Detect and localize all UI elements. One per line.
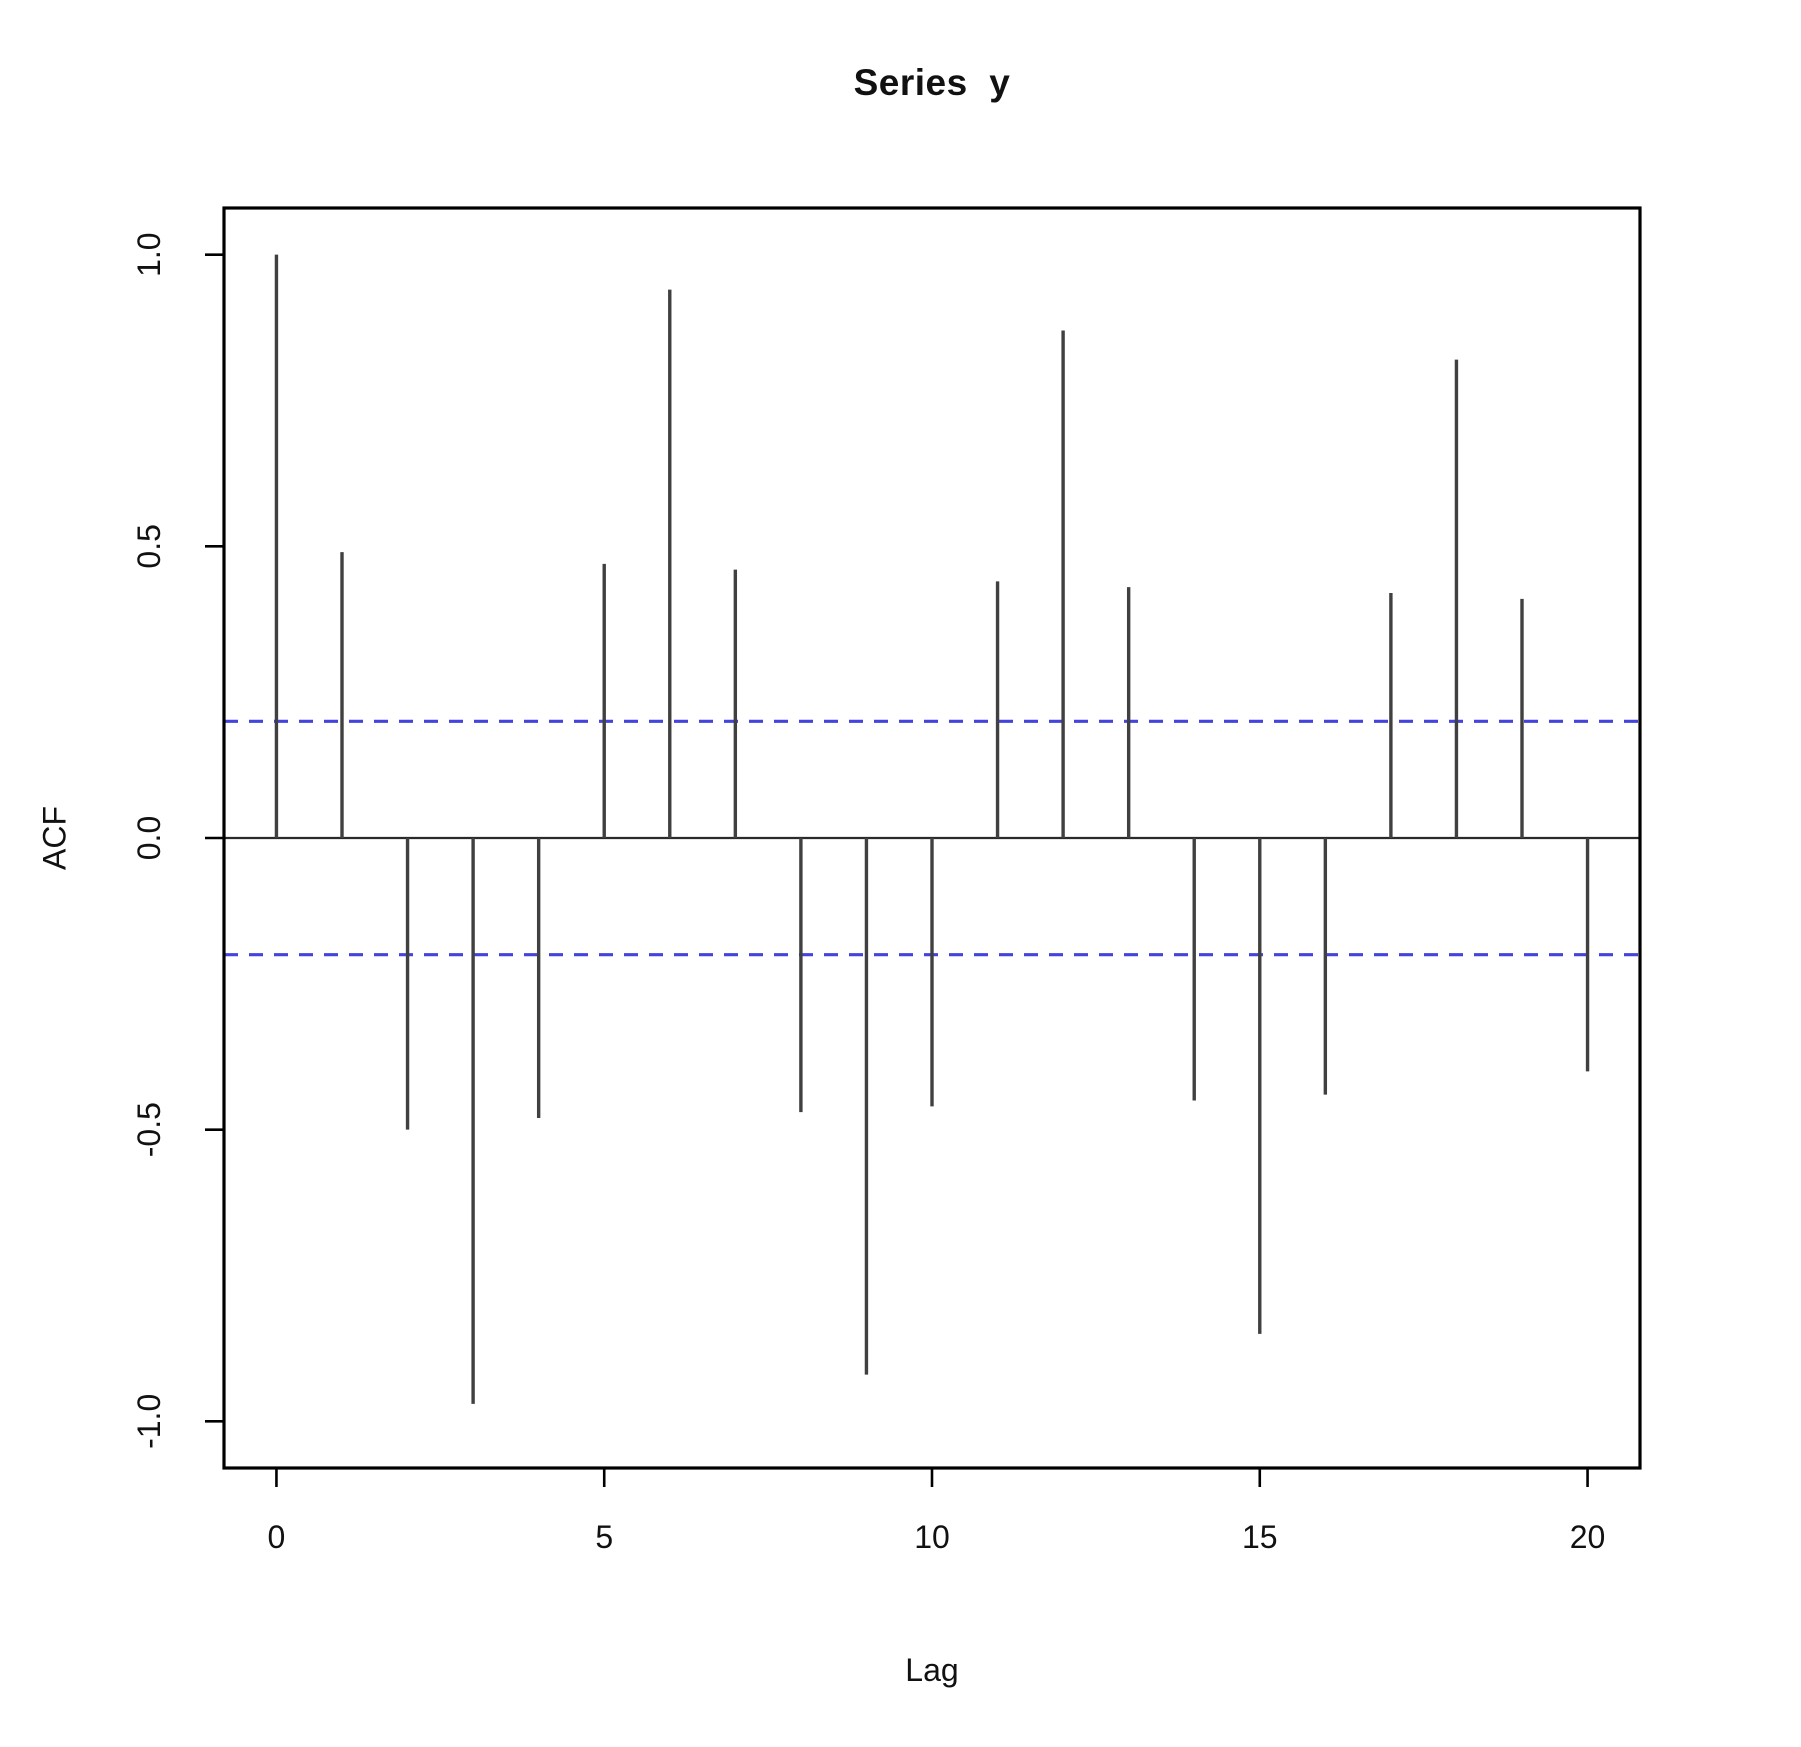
x-tick-label-0: 0 <box>268 1519 286 1555</box>
x-tick-label-15: 15 <box>1242 1519 1278 1555</box>
y-tick-label--0.5: -0.5 <box>131 1102 167 1157</box>
x-tick-label-20: 20 <box>1570 1519 1606 1555</box>
x-tick-label-10: 10 <box>914 1519 950 1555</box>
x-tick-label-5: 5 <box>595 1519 613 1555</box>
y-tick-label-1.0: 1.0 <box>131 232 167 276</box>
y-tick-label--1.0: -1.0 <box>131 1394 167 1449</box>
chart-title: Series y <box>853 62 1011 103</box>
x-axis-label: Lag <box>905 1652 959 1688</box>
y-tick-label-0.0: 0.0 <box>131 816 167 860</box>
y-tick-label-0.5: 0.5 <box>131 524 167 568</box>
